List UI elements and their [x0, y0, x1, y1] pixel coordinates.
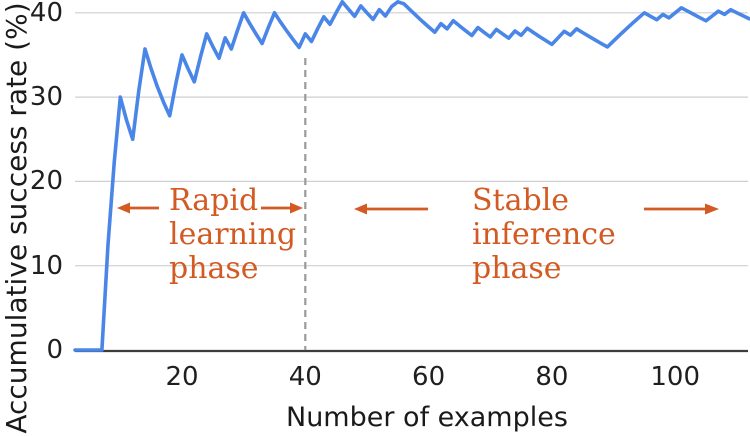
- y-tick-label: 20: [29, 166, 63, 197]
- y-tick-label: 30: [29, 82, 63, 113]
- annotation-line: Rapid: [169, 183, 259, 218]
- annotation-line: inference: [472, 217, 616, 252]
- rapid-phase-right-arrow-icon: [261, 202, 303, 214]
- y-tick-label: 0: [46, 335, 63, 365]
- stable-inference-phase-label: Stable inference phase: [472, 184, 616, 286]
- stable-phase-right-arrow-icon: [644, 203, 719, 215]
- y-tick-label: 40: [29, 0, 63, 28]
- stable-phase-left-arrow-icon: [354, 203, 428, 215]
- x-tick-label: 60: [412, 362, 446, 392]
- y-axis-title: Accumulative success rate (%): [0, 2, 33, 434]
- rapid-phase-left-arrow-icon: [117, 202, 159, 214]
- annotation-line: phase: [169, 251, 259, 286]
- annotation-line: phase: [472, 251, 562, 286]
- annotation-line: Stable: [472, 183, 570, 218]
- x-axis-title: Number of examples: [286, 402, 568, 433]
- annotation-line: learning: [169, 217, 297, 252]
- x-tick-label: 20: [165, 362, 199, 392]
- x-tick-label: 100: [650, 362, 700, 392]
- rapid-learning-phase-label: Rapid learning phase: [169, 184, 296, 286]
- x-tick-label: 80: [535, 362, 569, 392]
- x-tick-label: 40: [288, 362, 322, 392]
- y-tick-label: 10: [29, 250, 63, 281]
